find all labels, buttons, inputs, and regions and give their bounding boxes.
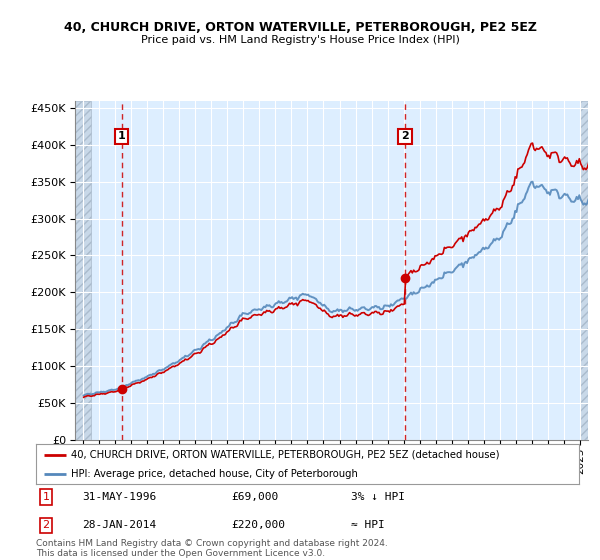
Polygon shape [580,101,588,440]
Text: 40, CHURCH DRIVE, ORTON WATERVILLE, PETERBOROUGH, PE2 5EZ (detached house): 40, CHURCH DRIVE, ORTON WATERVILLE, PETE… [71,450,500,460]
Text: 1: 1 [118,132,125,141]
Text: 2: 2 [401,132,409,141]
Text: £220,000: £220,000 [232,520,286,530]
Text: 1: 1 [43,492,50,502]
Text: 3% ↓ HPI: 3% ↓ HPI [351,492,405,502]
Text: Price paid vs. HM Land Registry's House Price Index (HPI): Price paid vs. HM Land Registry's House … [140,35,460,45]
Text: 28-JAN-2014: 28-JAN-2014 [82,520,157,530]
Text: 31-MAY-1996: 31-MAY-1996 [82,492,157,502]
Text: HPI: Average price, detached house, City of Peterborough: HPI: Average price, detached house, City… [71,469,358,479]
Text: £69,000: £69,000 [232,492,279,502]
Polygon shape [75,101,91,440]
Text: Contains HM Land Registry data © Crown copyright and database right 2024.
This d: Contains HM Land Registry data © Crown c… [36,539,388,558]
Text: 2: 2 [43,520,50,530]
Text: ≈ HPI: ≈ HPI [351,520,385,530]
Text: 40, CHURCH DRIVE, ORTON WATERVILLE, PETERBOROUGH, PE2 5EZ: 40, CHURCH DRIVE, ORTON WATERVILLE, PETE… [64,21,536,34]
